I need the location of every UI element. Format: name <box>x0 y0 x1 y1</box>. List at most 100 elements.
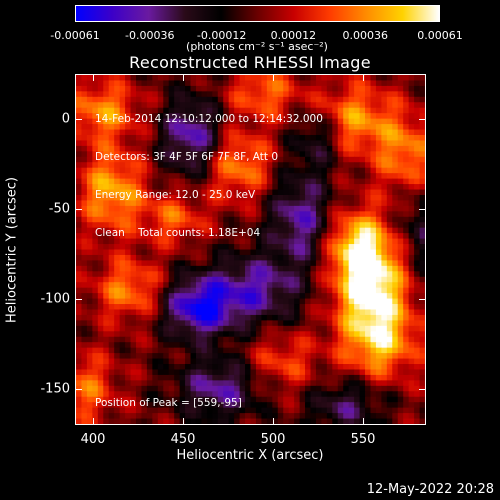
heatmap-cell <box>174 184 181 191</box>
heatmap-cell <box>76 331 82 338</box>
heatmap-cell <box>146 418 153 424</box>
heatmap-cell <box>277 124 284 131</box>
heatmap-cell <box>277 118 284 125</box>
heatmap-cell <box>370 129 377 136</box>
heatmap-cell <box>157 134 164 141</box>
heatmap-cell <box>403 364 410 370</box>
heatmap-cell <box>141 331 148 338</box>
heatmap-cell <box>408 407 415 414</box>
heatmap-cell <box>326 304 333 310</box>
heatmap-cell <box>392 413 399 420</box>
heatmap-cell <box>343 134 350 141</box>
heatmap-cell <box>332 189 339 196</box>
heatmap-cell <box>343 189 350 196</box>
heatmap-cell <box>195 134 202 141</box>
heatmap-cell <box>174 244 181 250</box>
heatmap-cell <box>305 156 311 163</box>
heatmap-cell <box>365 167 371 174</box>
heatmap-cell <box>354 374 361 381</box>
heatmap-cell <box>255 353 262 360</box>
heatmap-cell <box>365 293 371 300</box>
heatmap-cell <box>348 200 355 207</box>
heatmap-cell <box>337 134 344 141</box>
heatmap-cell <box>288 325 295 332</box>
heatmap-cell <box>195 320 202 327</box>
heatmap-cell <box>315 227 322 234</box>
heatmap-cell <box>332 293 339 300</box>
heatmap-cell <box>348 265 355 272</box>
heatmap-cell <box>81 75 88 81</box>
heatmap-cell <box>337 374 344 381</box>
heatmap-cell <box>157 353 164 360</box>
heatmap-cell <box>294 396 301 403</box>
heatmap-cell <box>97 249 104 256</box>
heatmap-cell <box>179 385 186 392</box>
heatmap-cell <box>299 167 306 174</box>
heatmap-cell <box>190 418 197 424</box>
heatmap-cell <box>125 194 132 201</box>
heatmap-cell <box>414 254 421 261</box>
heatmap-cell <box>86 374 93 381</box>
heatmap-cell <box>239 353 246 360</box>
heatmap-cell <box>343 260 350 267</box>
heatmap-cell <box>168 216 175 223</box>
heatmap-cell <box>201 173 208 180</box>
heatmap-cell <box>114 173 121 180</box>
heatmap-cell <box>223 347 230 354</box>
heatmap-cell <box>315 358 322 365</box>
heatmap-cell <box>370 113 377 120</box>
heatmap-cell <box>343 418 350 424</box>
heatmap-cell <box>370 80 377 87</box>
heatmap-cell <box>135 358 142 365</box>
heatmap-cell <box>250 222 257 229</box>
heatmap-cell <box>261 391 268 398</box>
heatmap-cell <box>223 140 230 147</box>
heatmap-cell <box>375 200 382 207</box>
heatmap-cell <box>343 151 350 158</box>
heatmap-cell <box>315 107 322 114</box>
heatmap-cell <box>130 282 137 289</box>
heatmap-cell <box>266 233 273 240</box>
heatmap-cell <box>168 205 175 212</box>
heatmap-cell <box>386 298 393 305</box>
heatmap-cell <box>152 385 159 392</box>
heatmap-cell <box>130 418 137 424</box>
heatmap-cell <box>321 189 328 196</box>
heatmap-cell <box>135 184 142 191</box>
heatmap-cell <box>223 85 230 92</box>
heatmap-cell <box>97 342 104 349</box>
heatmap-cell <box>294 233 301 240</box>
heatmap-cell <box>370 249 377 256</box>
heatmap-cell <box>212 336 219 343</box>
heatmap-cell <box>201 380 208 387</box>
heatmap-cell <box>114 134 121 141</box>
heatmap-cell <box>365 287 371 294</box>
heatmap-cell <box>157 374 164 381</box>
heatmap-cell <box>294 402 301 409</box>
heatmap-cell <box>125 129 132 136</box>
heatmap-cell <box>255 178 262 185</box>
heatmap-cell <box>408 167 415 174</box>
heatmap-cell <box>365 113 371 120</box>
heatmap-cell <box>381 331 388 338</box>
heatmap-cell <box>217 140 224 147</box>
heatmap-cell <box>81 102 88 109</box>
heatmap-cell <box>250 314 257 321</box>
heatmap-cell <box>359 200 366 207</box>
heatmap-cell <box>277 145 284 152</box>
heatmap-cell <box>348 320 355 327</box>
heatmap-cell <box>163 102 170 109</box>
heatmap-cell <box>255 75 262 81</box>
heatmap-cell <box>125 222 132 229</box>
heatmap-cell <box>414 402 421 409</box>
heatmap-cell <box>348 271 355 278</box>
heatmap-cell <box>419 102 425 109</box>
heatmap-cell <box>250 336 257 343</box>
heatmap-cell <box>310 151 317 158</box>
heatmap-cell <box>157 418 164 424</box>
heatmap-cell <box>288 107 295 114</box>
heatmap-cell <box>321 298 328 305</box>
heatmap-cell <box>277 216 284 223</box>
heatmap-cell <box>152 407 159 414</box>
heatmap-cell <box>255 145 262 152</box>
